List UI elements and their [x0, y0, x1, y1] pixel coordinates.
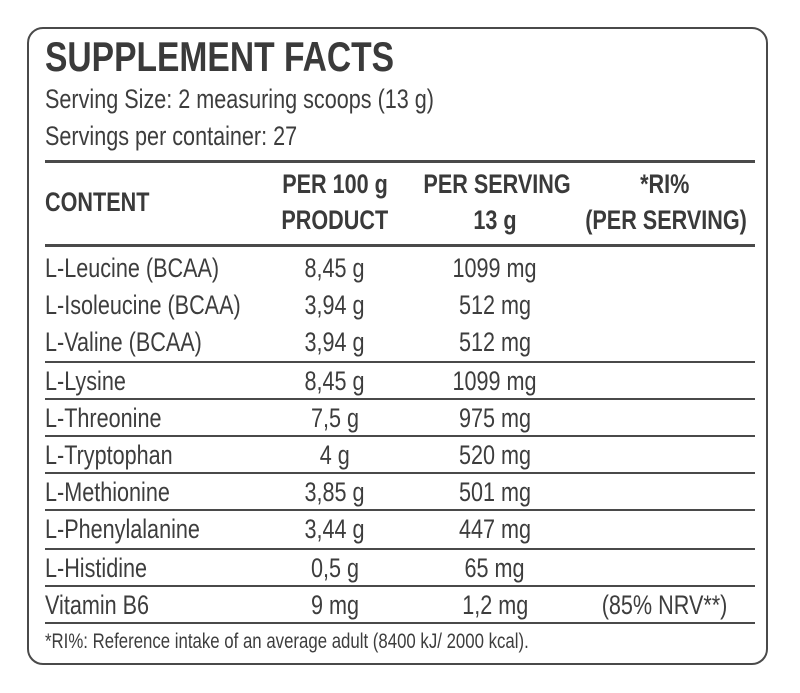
row-divider	[45, 361, 755, 363]
table-row: L-Lysine 8,45 g 1099 mg	[45, 363, 755, 400]
table-row: L-Isoleucine (BCAA) 3,94 g 512 mg	[45, 287, 755, 324]
amount-per-serving: 512 mg	[458, 327, 532, 357]
amount-per-serving: 520 mg	[458, 440, 532, 470]
divider	[45, 244, 755, 247]
nutrient-name: L-Histidine	[45, 553, 148, 583]
amount-per-serving: 65 mg	[464, 553, 526, 583]
ri-percent	[575, 474, 755, 511]
nutrient-name: Vitamin B6	[45, 590, 150, 620]
amount-per-100g: 3,94 g	[304, 327, 366, 357]
footnote: *RI%: Reference intake of an average adu…	[45, 630, 529, 653]
table-row: L-Methionine 3,85 g 501 mg	[45, 474, 755, 511]
nutrient-name: L-Methionine	[45, 477, 170, 507]
ri-percent	[575, 550, 755, 587]
amount-per-100g: 7,5 g	[310, 403, 360, 433]
amount-per-100g: 8,45 g	[304, 253, 366, 283]
ri-percent	[575, 250, 755, 287]
divider	[45, 160, 755, 163]
row-divider	[45, 622, 755, 624]
header-per-100g: PER 100 g PRODUCT	[281, 169, 389, 235]
row-divider	[45, 585, 755, 587]
amount-per-serving: 1099 mg	[452, 253, 538, 283]
servings-per-container: Servings per container: 27	[45, 121, 298, 151]
table-row: L-Phenylalanine 3,44 g 447 mg	[45, 511, 755, 548]
amount-per-100g: 4 g	[319, 440, 351, 470]
amount-per-100g: 8,45 g	[304, 366, 366, 396]
ri-percent	[575, 511, 755, 548]
ri-percent	[575, 287, 755, 324]
amount-per-serving: 447 mg	[458, 514, 532, 544]
amount-per-100g: 3,44 g	[304, 514, 366, 544]
nutrient-name: L-Leucine (BCAA)	[45, 253, 220, 283]
nutrient-name: L-Lysine	[45, 366, 126, 396]
panel-title: SUPPLEMENT FACTS	[45, 33, 395, 80]
amount-per-serving: 1,2 mg	[461, 590, 529, 620]
supplement-facts-panel	[27, 27, 768, 665]
nutrient-name: L-Tryptophan	[45, 440, 173, 470]
amount-per-100g: 0,5 g	[310, 553, 360, 583]
row-divider	[45, 509, 755, 511]
amount-per-serving: 512 mg	[458, 290, 532, 320]
amount-per-serving: 1099 mg	[452, 366, 538, 396]
header-content: CONTENT	[45, 187, 150, 217]
row-divider	[45, 398, 755, 400]
amount-per-100g: 9 mg	[310, 590, 360, 620]
row-divider	[45, 435, 755, 437]
header-ri: *RI% (PER SERVING)	[585, 169, 747, 235]
nutrient-name: L-Valine (BCAA)	[45, 327, 202, 357]
amount-per-serving: 501 mg	[458, 477, 532, 507]
header-per-serving: PER SERVING 13 g	[423, 169, 571, 235]
table-row: Vitamin B6 9 mg 1,2 mg (85% NRV**)	[45, 587, 755, 624]
ri-percent	[575, 363, 755, 400]
table-row: L-Tryptophan 4 g 520 mg	[45, 437, 755, 474]
table-row: L-Histidine 0,5 g 65 mg	[45, 550, 755, 587]
table-row: L-Valine (BCAA) 3,94 g 512 mg	[45, 324, 755, 361]
nutrient-name: L-Phenylalanine	[45, 514, 200, 544]
nutrient-name: L-Isoleucine (BCAA)	[45, 290, 241, 320]
amount-per-serving: 975 mg	[458, 403, 532, 433]
row-divider	[45, 472, 755, 474]
nutrient-name: L-Threonine	[45, 403, 162, 433]
row-divider	[45, 548, 755, 550]
table-row: L-Leucine (BCAA) 8,45 g 1099 mg	[45, 250, 755, 287]
table-row: L-Threonine 7,5 g 975 mg	[45, 400, 755, 437]
amount-per-100g: 3,94 g	[304, 290, 366, 320]
serving-size: Serving Size: 2 measuring scoops (13 g)	[45, 84, 434, 114]
amount-per-100g: 3,85 g	[304, 477, 366, 507]
ri-percent	[575, 400, 755, 437]
ri-percent	[575, 437, 755, 474]
ri-percent	[575, 324, 755, 361]
ri-percent: (85% NRV**)	[602, 590, 728, 620]
